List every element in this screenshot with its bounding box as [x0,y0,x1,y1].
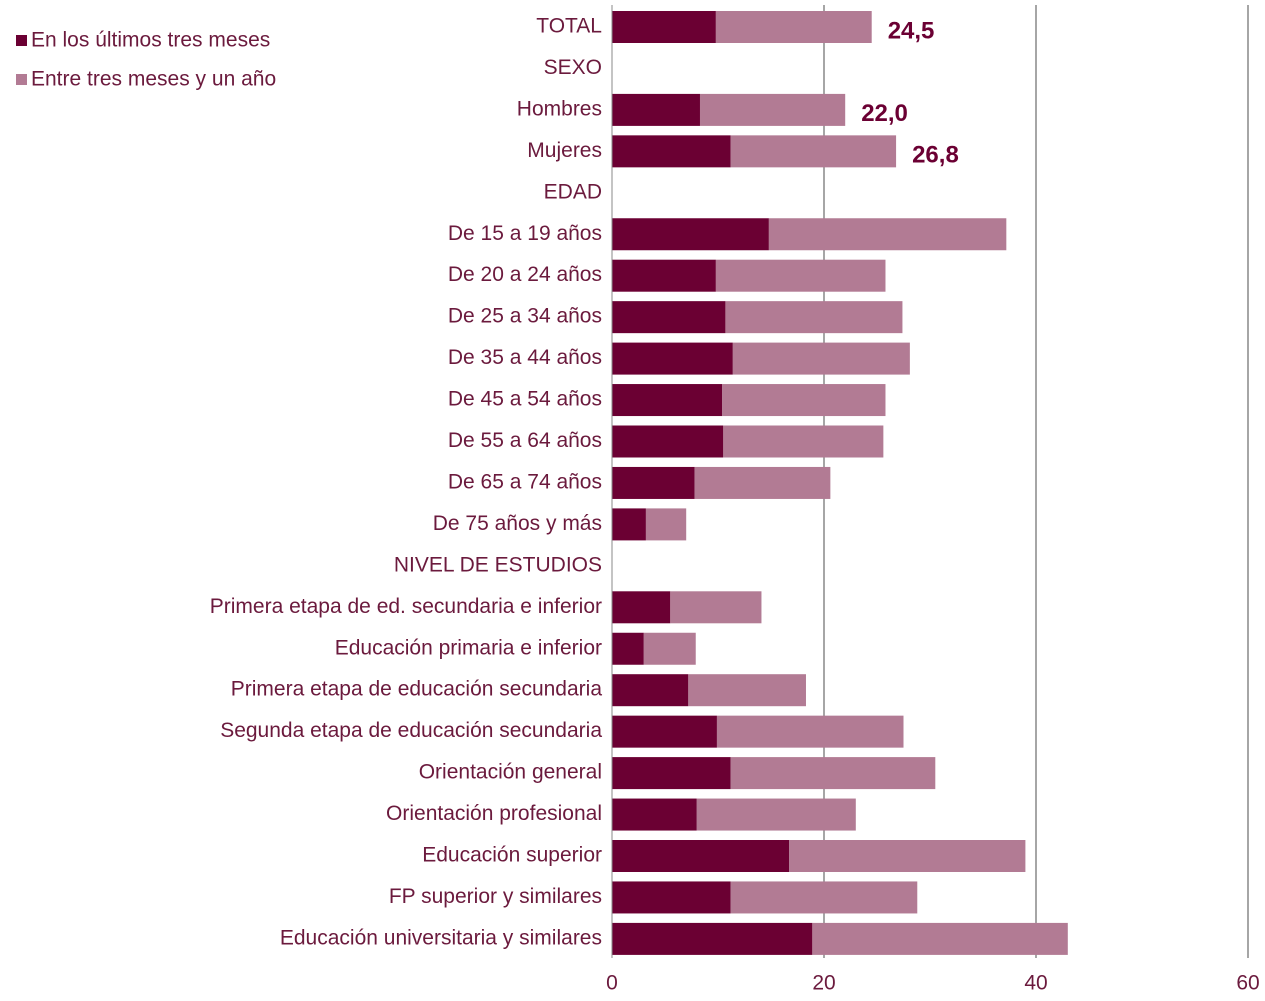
bar-segment [612,342,733,375]
total-label: 26,8 [912,142,959,169]
y-tick-label: Mujeres [527,139,602,162]
y-tick-label: Orientación profesional [386,802,602,825]
bar-segment [612,218,769,251]
y-tick-label: Educación superior [422,844,602,867]
bar-segment [612,715,717,748]
bar-segment [612,591,671,624]
legend-swatch [16,74,27,85]
bar-segment [612,881,731,914]
y-tick-label: Educación universitaria y similares [280,926,602,949]
y-tick-label: Segunda etapa de educación secundaria [220,719,602,742]
x-tick-label: 0 [606,972,618,995]
bar-segment [612,11,716,43]
bar-segment [612,798,697,831]
y-tick-label: Hombres [517,97,602,120]
bar-segment [612,301,726,334]
bar-segment [789,840,1026,872]
bar-segment [725,301,903,334]
y-tick-label: De 25 a 34 años [448,305,602,328]
bar-segment [643,632,696,665]
bar-segment [715,259,886,292]
bar-segment [612,508,646,541]
total-label: 24,5 [888,17,935,44]
bar-segment [699,93,846,126]
y-tick-label: NIVEL DE ESTUDIOS [394,553,602,576]
bar-segment [612,259,716,292]
x-tick-label: 40 [1024,972,1047,995]
y-tick-label: De 15 a 19 años [448,222,602,245]
bar-segment [612,632,644,665]
y-tick-label: De 55 a 64 años [448,429,602,452]
x-tick-label: 20 [812,972,835,995]
bar-segment [612,922,813,955]
x-tick-label: 60 [1236,972,1259,995]
bar-segment [722,384,886,417]
y-tick-label: De 65 a 74 años [448,470,602,493]
y-tick-label: Orientación general [419,761,602,784]
bar-segment [612,757,731,790]
bar-segment [645,508,687,541]
bar-segment [612,466,695,499]
bar-segment [688,674,806,707]
bar-segment [612,135,731,168]
y-tick-label: De 35 a 44 años [448,346,602,369]
y-tick-label: Educación primaria e inferior [335,636,602,659]
bar-segment [694,466,831,499]
bar-segment [716,715,904,748]
bar-segment [730,135,897,168]
bar-segment [696,798,856,831]
bar-segment [723,425,884,458]
bar-segment [812,922,1068,955]
bar-segment [732,342,910,375]
y-tick-label: TOTAL [536,15,602,38]
bar-segment [612,384,723,417]
y-tick-label: De 45 a 54 años [448,388,602,411]
bar-segment [612,840,790,872]
y-tick-label: De 20 a 24 años [448,263,602,286]
bar-segment [612,425,724,458]
bar-segment [730,757,936,790]
y-tick-label: Primera etapa de educación secundaria [231,678,603,701]
y-tick-label: De 75 años y más [433,512,602,535]
y-tick-label: FP superior y similares [389,885,602,908]
bar-segment [730,881,918,914]
bar-segment [768,218,1007,251]
y-tick-label: EDAD [544,180,602,203]
y-tick-label: SEXO [544,56,602,79]
bar-segment [670,591,762,624]
bar-segment [612,93,700,126]
y-tick-label: Primera etapa de ed. secundaria e inferi… [210,595,602,618]
legend-label: En los últimos tres meses [31,29,270,52]
total-label: 22,0 [861,100,908,127]
legend-swatch [16,35,27,46]
bar-segment [612,674,689,707]
legend-label: Entre tres meses y un año [31,68,276,91]
bar-segment [715,11,872,43]
